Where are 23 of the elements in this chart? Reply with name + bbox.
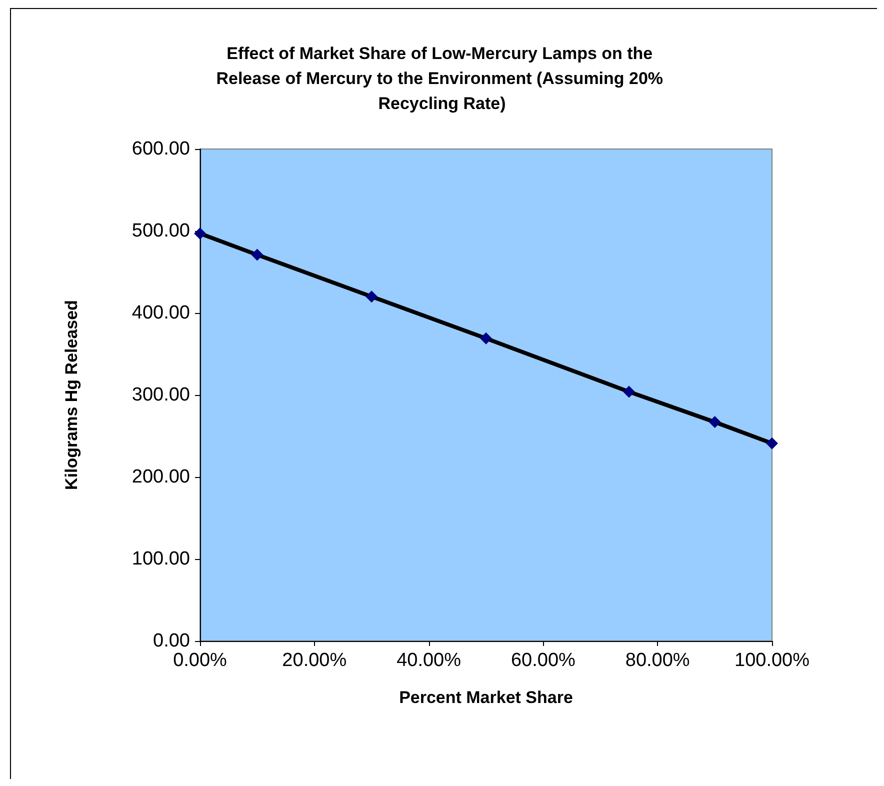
y-tick-label: 0.00: [153, 630, 190, 652]
x-tick-label: 20.00%: [282, 650, 347, 671]
y-tick-label: 100.00: [132, 548, 190, 570]
point: [251, 248, 264, 261]
point: [766, 437, 778, 450]
y-tick-label: 400.00: [132, 302, 190, 324]
chart-title: Effect of Market Share of Low-Mercury Lamps on the Release of Mercury to the Environment (Assuming 20% Recycling Rate): [216, 44, 668, 113]
y-tick-label: 500.00: [132, 220, 190, 242]
y-tick-label: 600.00: [132, 138, 190, 160]
point: [623, 386, 635, 398]
y-axis-title: Kilograms Hg Released: [62, 300, 81, 490]
point: [194, 227, 206, 240]
x-tick-label: 100.00%: [734, 650, 810, 671]
point: [480, 332, 492, 344]
point: [708, 416, 721, 428]
y-tick-label: 300.00: [132, 384, 190, 406]
x-tick-label: 40.00%: [396, 650, 462, 671]
x-tick-label: 80.00%: [625, 650, 690, 671]
y-tick-label: 200.00: [132, 466, 190, 488]
point: [366, 290, 378, 303]
x-tick-label: 60.00%: [510, 650, 576, 671]
x-axis-title: Percent Market Share: [399, 688, 573, 707]
x-tick-label: 0.00%: [173, 650, 228, 671]
